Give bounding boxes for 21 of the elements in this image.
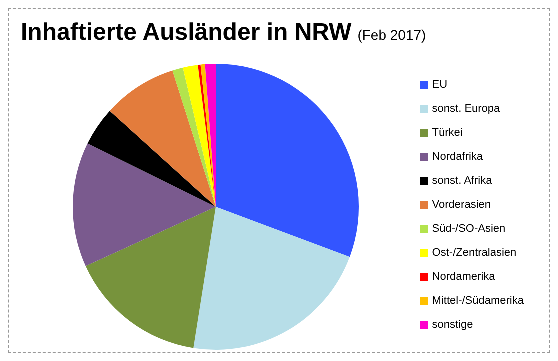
- legend-label: Ost-/Zentralasien: [432, 246, 517, 260]
- chart-title: Inhaftierte Ausländer in NRW: [21, 19, 352, 46]
- legend-label: Süd-/SO-Asien: [432, 222, 506, 236]
- chart-subtitle: (Feb 2017): [358, 27, 426, 43]
- pie-slice: [73, 144, 216, 266]
- pie-slice: [194, 207, 350, 350]
- legend-label: Vorderasien: [432, 198, 492, 212]
- pie-slice: [86, 207, 216, 348]
- legend-label: sonst. Europa: [432, 102, 500, 116]
- pie-slice: [88, 111, 216, 207]
- legend-label: sonst. Afrika: [432, 174, 492, 188]
- legend-label: Nordamerika: [432, 270, 496, 284]
- legend-label: Nordafrika: [432, 150, 484, 164]
- legend-label: Türkei: [432, 126, 463, 140]
- pie-slice: [183, 65, 216, 207]
- legend-label: sonstige: [432, 318, 474, 332]
- pie-slice: [216, 64, 359, 258]
- legend-label: EU: [432, 78, 448, 92]
- legend-label: Mittel-/Südamerika: [432, 294, 524, 308]
- pie-slice: [172, 68, 216, 207]
- pie-slice: [110, 70, 216, 207]
